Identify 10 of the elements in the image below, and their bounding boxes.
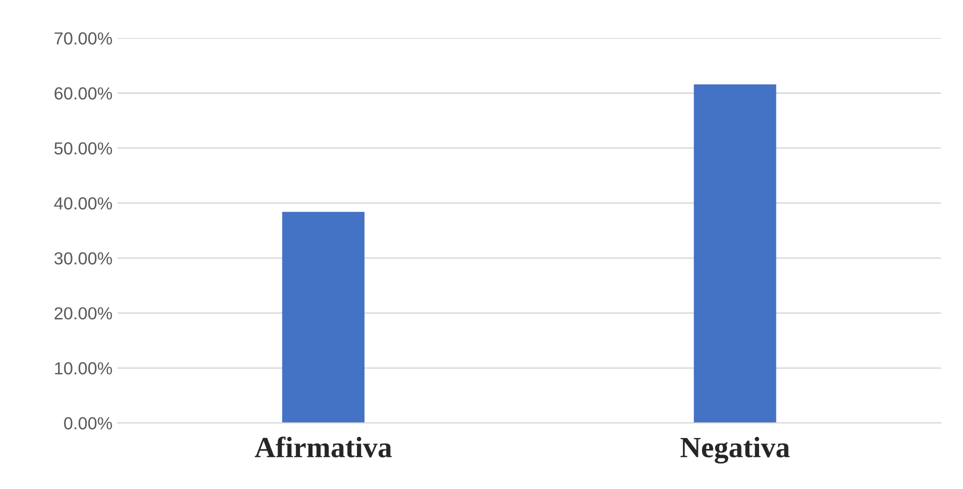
y-tick-label: 50.00% <box>54 142 112 155</box>
y-tick-label: 70.00% <box>54 32 112 45</box>
y-tick-label: 0.00% <box>64 417 112 430</box>
y-tick-label: 20.00% <box>54 307 112 320</box>
y-tick-label: 30.00% <box>54 252 112 265</box>
x-tick-label: Afirmativa <box>254 436 392 458</box>
y-tick-label: 60.00% <box>54 87 112 100</box>
y-tick-label: 10.00% <box>55 362 112 374</box>
y-tick-label: 40.00% <box>54 197 112 210</box>
x-tick-label: Negativa <box>680 436 790 464</box>
